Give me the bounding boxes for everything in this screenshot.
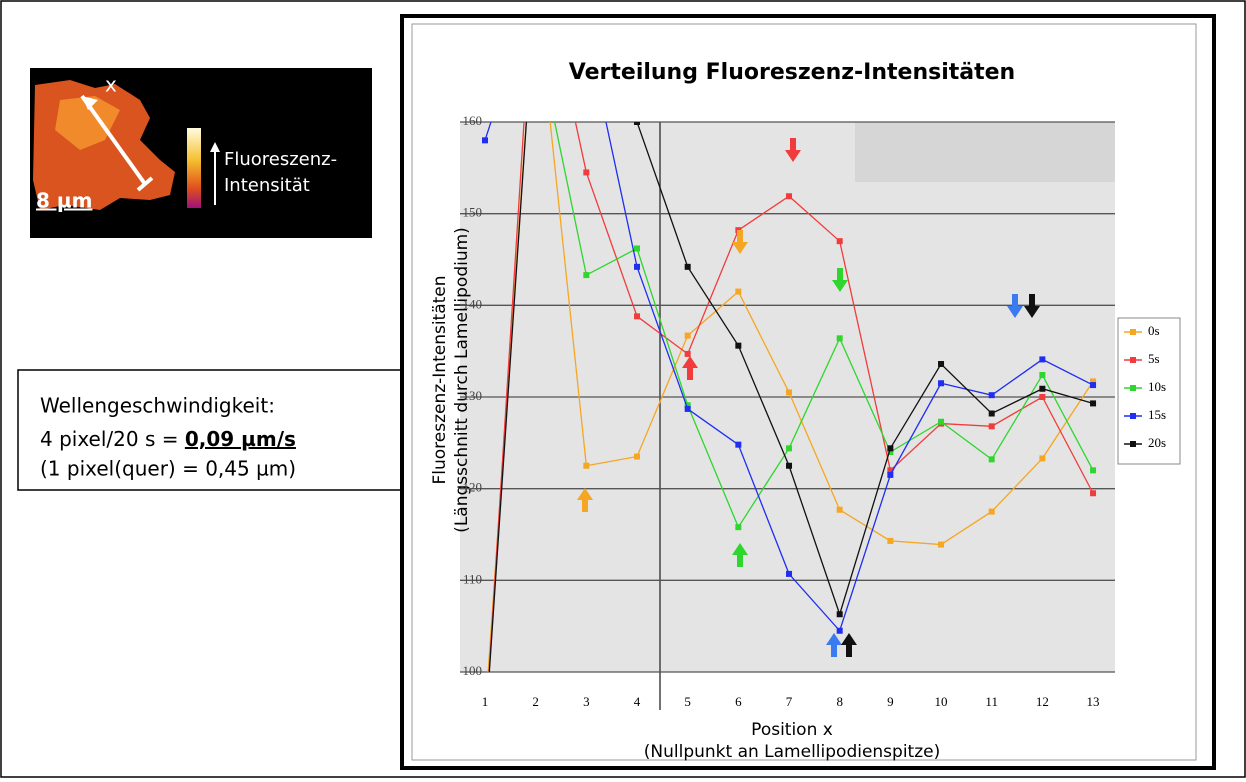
data-point [685,351,691,357]
data-point [887,472,893,478]
data-point [685,333,691,339]
data-point [938,542,944,548]
data-point [938,380,944,386]
colorbar-label: Intensität [224,175,310,196]
data-point [634,313,640,319]
data-point [887,538,893,544]
legend-marker [1130,329,1136,335]
y-tick-label: 100 [463,663,483,678]
data-point [989,456,995,462]
legend-label: 5s [1148,351,1160,366]
data-point [735,343,741,349]
data-point [583,463,589,469]
scale-bar: 8 µm [36,189,92,213]
data-point [786,571,792,577]
data-point [1039,455,1045,461]
data-point [837,611,843,617]
data-point [1090,490,1096,496]
legend-label: 10s [1148,379,1166,394]
data-point [786,193,792,199]
data-point [837,507,843,513]
data-point [1090,467,1096,473]
colorbar [187,128,201,208]
data-point [634,264,640,270]
x-tick-label: 11 [985,694,998,709]
data-point [938,361,944,367]
legend-marker [1130,413,1136,419]
data-point [685,406,691,412]
micrograph: x 8 µm Fluoreszenz- Intensität [30,68,372,238]
data-point [735,289,741,295]
colorbar-label: Fluoreszenz- [224,149,337,170]
x-tick-label: 10 [935,694,948,709]
data-point [837,335,843,341]
data-point [837,238,843,244]
chart-title: Verteilung Fluoreszenz-Intensitäten [569,60,1015,85]
x-tick-label: 5 [684,694,691,709]
axis-letter: x [105,73,117,97]
x-tick-label: 13 [1087,694,1100,709]
data-point [685,264,691,270]
y-tick-label: 110 [463,571,482,586]
data-point [482,137,488,143]
legend-label: 15s [1148,407,1166,422]
data-point [989,392,995,398]
y-axis-title: Fluoreszenz-Intensitäten [430,275,450,484]
legend-marker [1130,441,1136,447]
x-tick-label: 4 [634,694,641,709]
data-point [1039,386,1045,392]
data-point [989,411,995,417]
y-tick-label: 150 [463,205,483,220]
note-formula: 4 pixel/20 s = 0,09 µm/s [40,427,296,451]
x-tick-label: 3 [583,694,590,709]
data-point [887,445,893,451]
slide: x 8 µm Fluoreszenz- Intensität Wellenges… [0,0,1246,778]
x-tick-label: 2 [532,694,539,709]
data-point [837,628,843,634]
x-tick-label: 7 [786,694,793,709]
data-point [1090,382,1096,388]
data-point [1039,356,1045,362]
legend-label: 0s [1148,323,1160,338]
data-point [1039,372,1045,378]
y-tick-label: 130 [463,388,483,403]
data-point [989,423,995,429]
legend-marker [1130,385,1136,391]
data-point [786,445,792,451]
data-point [583,169,589,175]
data-point [583,272,589,278]
data-point [938,419,944,425]
note-conversion: (1 pixel(quer) = 0,45 µm) [40,457,296,481]
plot-shade [855,122,1115,182]
x-axis-note: (Nullpunkt an Lamellipodienspitze) [644,742,941,762]
data-point [786,389,792,395]
x-tick-label: 8 [836,694,843,709]
y-tick-label: 160 [463,113,483,128]
data-point [735,524,741,530]
data-point [735,442,741,448]
note-title: Wellengeschwindigkeit: [40,394,275,418]
y-tick-label: 140 [463,296,483,311]
x-tick-label: 1 [482,694,489,709]
note-result: 0,09 µm/s [185,427,296,451]
legend-marker [1130,357,1136,363]
x-tick-label: 12 [1036,694,1049,709]
note-formula-text: 4 pixel/20 s = [40,427,185,451]
data-point [634,454,640,460]
data-point [1090,400,1096,406]
x-tick-label: 6 [735,694,742,709]
x-tick-label: 9 [887,694,894,709]
x-axis-title: Position x [751,720,833,740]
data-point [634,246,640,252]
data-point [1039,394,1045,400]
data-point [989,509,995,515]
data-point [786,463,792,469]
y-tick-label: 120 [463,480,483,495]
legend-label: 20s [1148,435,1166,450]
